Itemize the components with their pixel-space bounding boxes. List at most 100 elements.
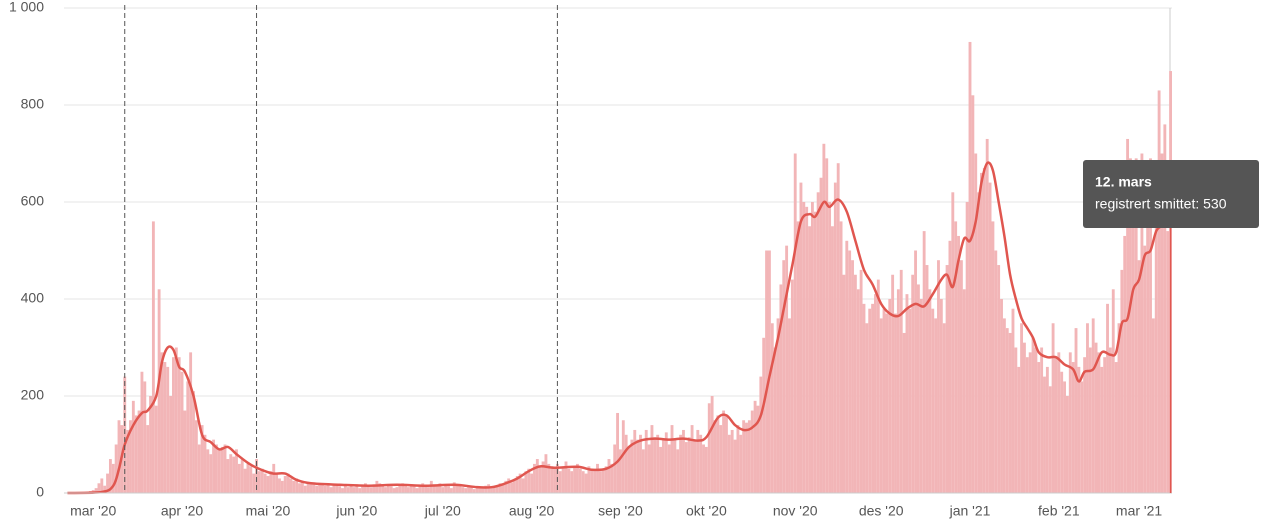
- bar: [449, 488, 453, 493]
- bar: [378, 483, 382, 493]
- bar: [745, 422, 748, 493]
- bar: [1045, 366, 1049, 493]
- bar: [985, 138, 989, 493]
- bar: [1017, 366, 1021, 493]
- bar: [942, 323, 946, 493]
- bar: [501, 484, 505, 493]
- x-tick-label: jun '20: [335, 503, 377, 519]
- tooltip-box: [1083, 160, 1259, 228]
- bar: [1060, 371, 1064, 493]
- bar: [292, 480, 296, 493]
- bar: [415, 488, 419, 493]
- bar: [598, 471, 602, 493]
- bar: [667, 444, 671, 493]
- bar: [1065, 396, 1069, 493]
- bar: [220, 446, 224, 493]
- bar: [619, 449, 622, 493]
- bar: [561, 466, 565, 493]
- bar: [361, 486, 364, 493]
- bar: [409, 484, 413, 493]
- bar: [455, 485, 459, 493]
- x-tick-label: apr '20: [161, 503, 204, 519]
- bar: [699, 434, 703, 493]
- bar: [163, 362, 167, 493]
- bar: [636, 439, 640, 493]
- bar: [212, 439, 215, 493]
- bar: [833, 182, 837, 493]
- bar: [1103, 357, 1107, 493]
- bar: [530, 473, 534, 493]
- x-tick-label: nov '20: [773, 503, 818, 519]
- bar: [203, 434, 207, 493]
- bar: [550, 466, 554, 493]
- bar: [750, 410, 754, 493]
- bar: [395, 487, 399, 493]
- bar: [381, 485, 385, 493]
- bar: [332, 485, 336, 493]
- bar: [114, 444, 118, 493]
- bar: [773, 347, 777, 493]
- bar: [776, 318, 780, 493]
- bar: [1131, 202, 1135, 493]
- bar: [1086, 323, 1089, 493]
- bar: [1000, 299, 1003, 493]
- bar: [346, 487, 350, 493]
- bar: [321, 484, 324, 493]
- bar: [851, 260, 854, 493]
- bar: [885, 313, 889, 493]
- bar: [541, 461, 545, 493]
- bar: [661, 439, 665, 493]
- bar: [1002, 318, 1006, 493]
- bar: [788, 318, 791, 493]
- bar: [504, 480, 508, 493]
- bar: [366, 485, 370, 493]
- bar: [876, 279, 880, 493]
- bar: [226, 459, 230, 493]
- bar: [1031, 337, 1035, 493]
- y-tick-label: 200: [21, 387, 45, 403]
- bar: [747, 420, 751, 493]
- bar: [673, 439, 677, 493]
- bar: [352, 487, 356, 493]
- bar: [510, 482, 513, 493]
- bar: [997, 265, 1001, 493]
- bar: [690, 425, 694, 493]
- x-tick-label: feb '21: [1038, 503, 1080, 519]
- bar: [384, 487, 387, 493]
- bar: [994, 250, 998, 493]
- bar: [779, 284, 783, 493]
- bar: [727, 434, 731, 493]
- bar: [945, 265, 949, 493]
- bar: [1154, 206, 1158, 493]
- bar: [424, 485, 428, 493]
- bar: [106, 473, 109, 493]
- bar: [229, 454, 233, 493]
- bar: [894, 313, 897, 493]
- bar: [759, 376, 763, 493]
- bar: [266, 476, 270, 493]
- bar: [260, 468, 264, 493]
- bar: [289, 478, 293, 493]
- bar: [441, 487, 445, 493]
- bar: [862, 303, 866, 493]
- y-tick-label: 400: [21, 290, 45, 306]
- bar: [275, 473, 279, 493]
- bar: [237, 463, 241, 493]
- bar: [100, 478, 104, 493]
- bar: [796, 221, 800, 493]
- bar: [126, 429, 130, 493]
- bar: [438, 483, 442, 493]
- bar: [679, 434, 683, 493]
- bar: [183, 410, 187, 493]
- bar: [1149, 158, 1152, 493]
- bar: [604, 466, 608, 493]
- bar: [782, 260, 786, 493]
- bar: [300, 480, 304, 493]
- bar: [166, 366, 170, 493]
- bar: [576, 463, 579, 493]
- bar: [905, 294, 909, 493]
- bar: [676, 449, 680, 493]
- bar: [656, 434, 660, 493]
- bar: [856, 289, 860, 493]
- bar: [521, 478, 525, 493]
